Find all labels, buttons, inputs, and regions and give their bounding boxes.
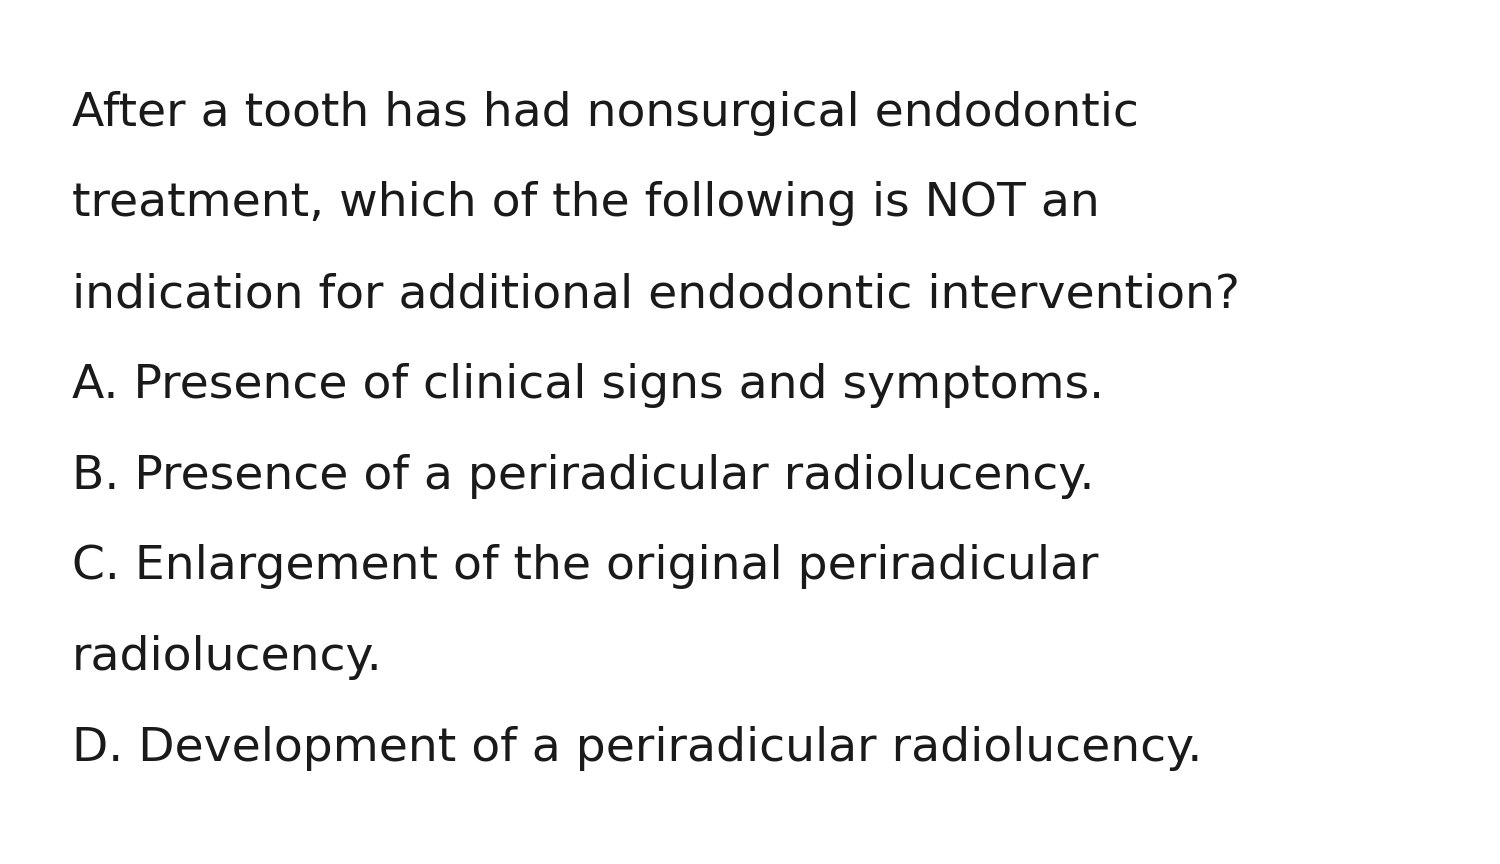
Text: radiolucency.: radiolucency. <box>72 635 382 680</box>
Text: After a tooth has had nonsurgical endodontic: After a tooth has had nonsurgical endodo… <box>72 91 1138 136</box>
Text: B. Presence of a periradicular radiolucency.: B. Presence of a periradicular radioluce… <box>72 454 1095 499</box>
Text: C. Enlargement of the original periradicular: C. Enlargement of the original periradic… <box>72 544 1098 589</box>
Text: treatment, which of the following is NOT an: treatment, which of the following is NOT… <box>72 181 1100 226</box>
Text: D. Development of a periradicular radiolucency.: D. Development of a periradicular radiol… <box>72 726 1203 771</box>
Text: indication for additional endodontic intervention?: indication for additional endodontic int… <box>72 272 1240 317</box>
Text: A. Presence of clinical signs and symptoms.: A. Presence of clinical signs and sympto… <box>72 363 1104 408</box>
